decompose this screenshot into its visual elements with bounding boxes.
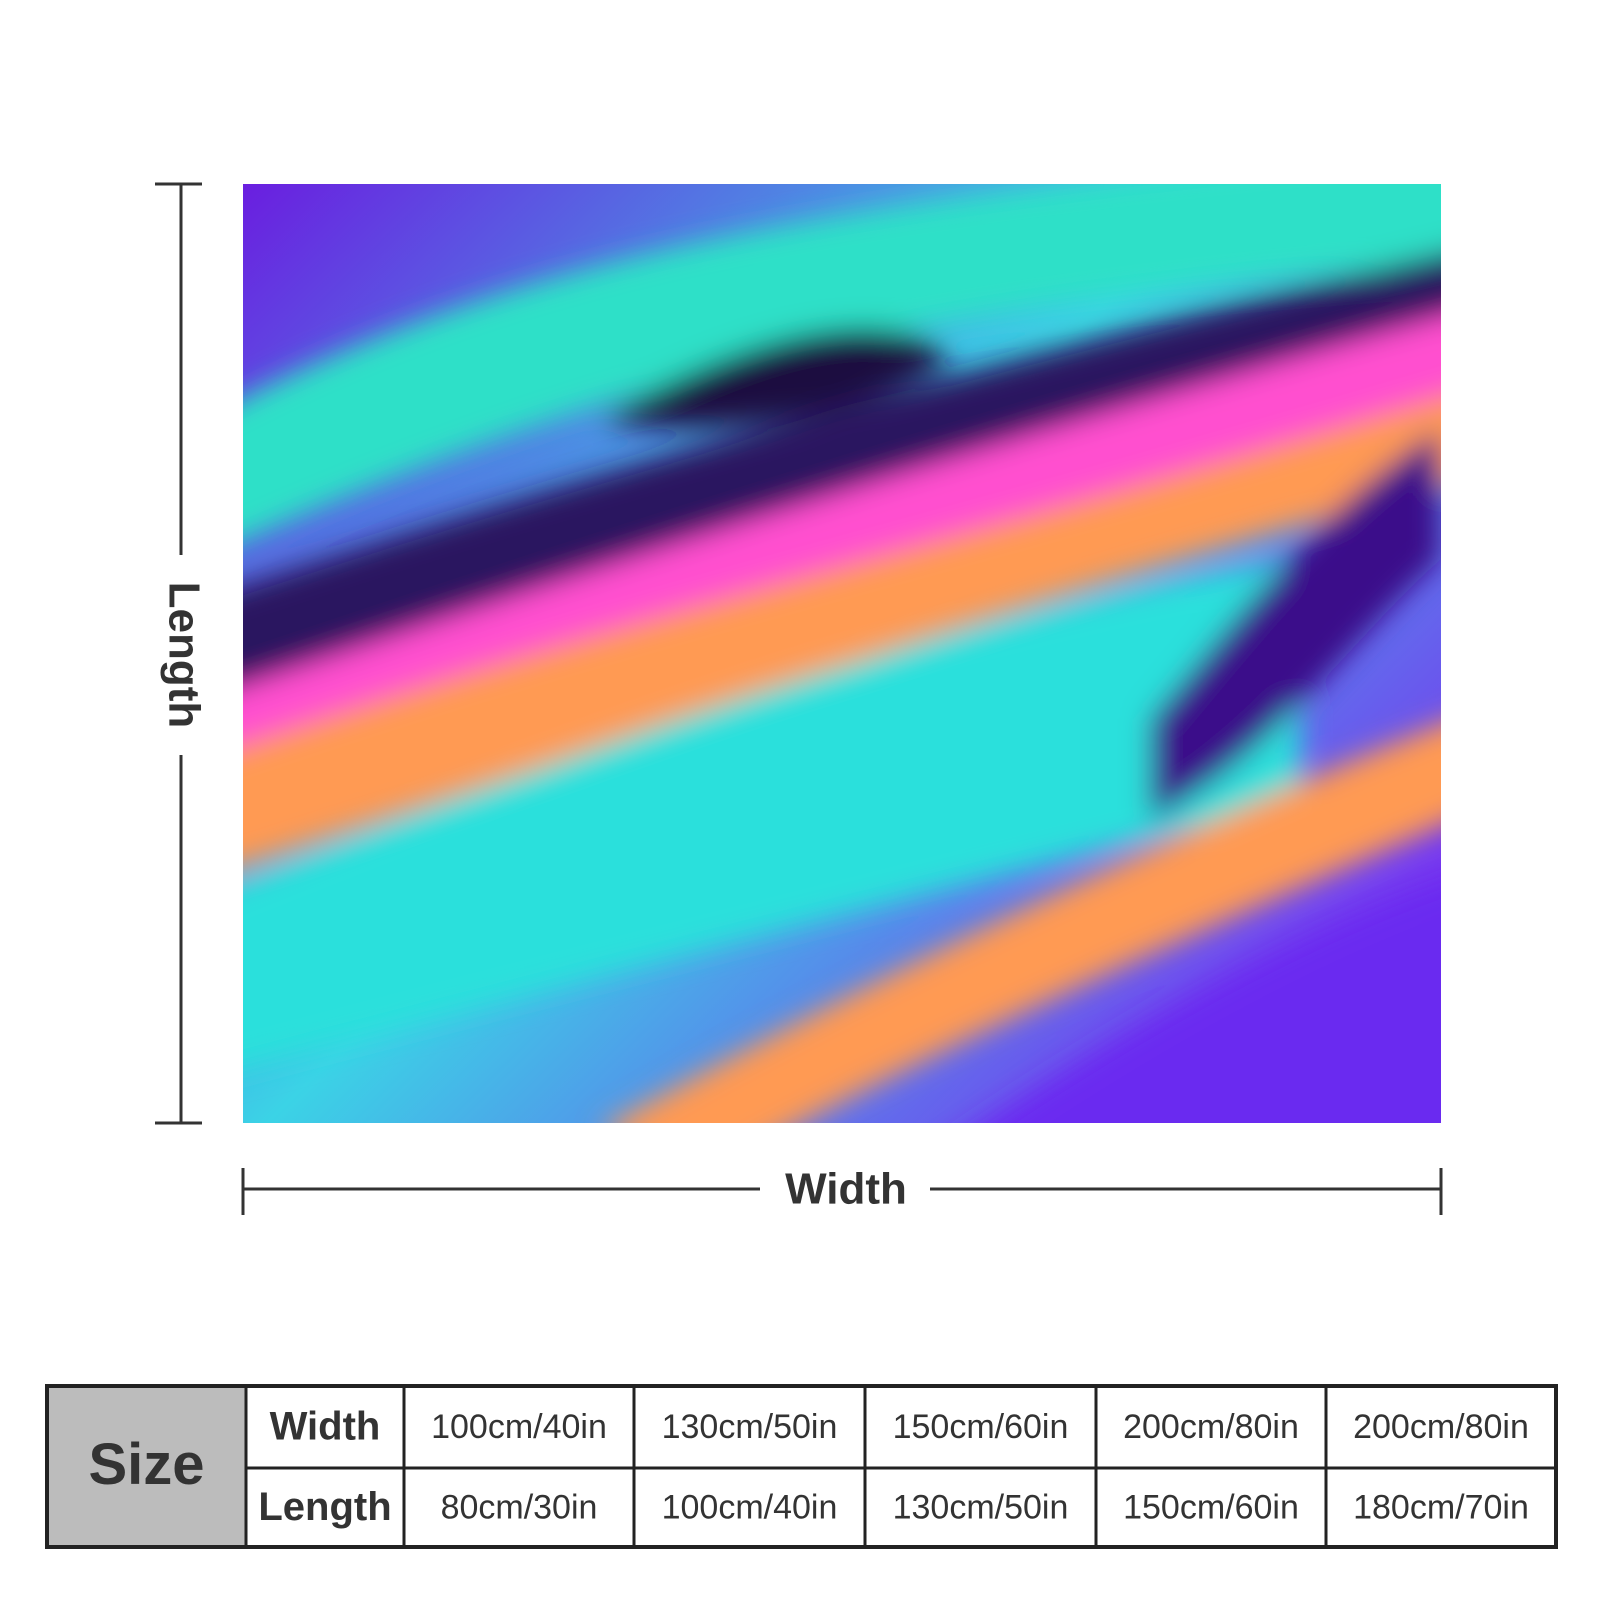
size-cell: 100cm/40in	[431, 1408, 607, 1446]
blanket-artwork	[243, 184, 1441, 1123]
size-table: Size Width 100cm/40in 130cm/50in 150cm/60in 2…	[45, 1384, 1558, 1549]
row-header: Width	[270, 1405, 381, 1449]
size-header-cell	[47, 1386, 246, 1547]
length-dimension	[155, 182, 202, 1125]
table-frame	[45, 1384, 1558, 1549]
size-header: Size	[88, 1432, 204, 1497]
size-cell: 130cm/50in	[662, 1408, 838, 1446]
size-cell: 150cm/60in	[893, 1408, 1069, 1446]
row-header: Length	[258, 1485, 391, 1529]
size-cell: 80cm/30in	[441, 1488, 598, 1526]
width-dimension	[241, 1168, 1443, 1215]
size-cell: 100cm/40in	[662, 1488, 838, 1526]
size-cell: 200cm/80in	[1353, 1408, 1529, 1446]
size-cell: 200cm/80in	[1123, 1408, 1299, 1446]
size-cell: 130cm/50in	[893, 1488, 1069, 1526]
length-label: Length	[159, 582, 208, 729]
width-label: Width	[785, 1165, 907, 1214]
size-cell: 150cm/60in	[1123, 1488, 1299, 1526]
size-cell: 180cm/70in	[1353, 1488, 1529, 1526]
